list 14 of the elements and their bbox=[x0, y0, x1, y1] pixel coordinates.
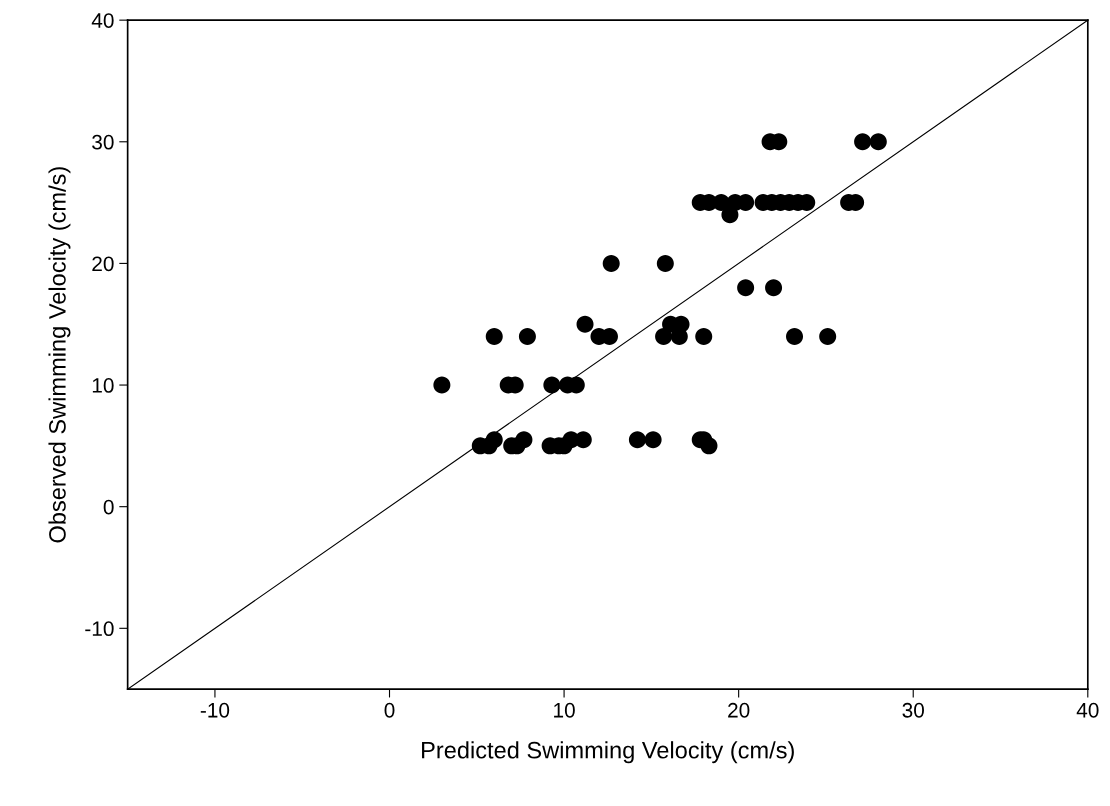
x-tick-label: 40 bbox=[1076, 702, 1099, 718]
x-tick-label: 10 bbox=[554, 702, 575, 718]
y-tick-label: 30 bbox=[92, 134, 114, 150]
y-tick-label: 20 bbox=[92, 256, 114, 272]
x-tick-label: 20 bbox=[728, 702, 750, 718]
x-tick-label: 30 bbox=[902, 702, 924, 718]
x-tick-label: -10 bbox=[200, 702, 230, 718]
y-tick-label: -10 bbox=[85, 621, 114, 637]
x-tick-label: 0 bbox=[384, 702, 395, 718]
y-tick-label: 10 bbox=[92, 378, 114, 393]
y-axis-title: Observed Swimming Velocity (cm/s) bbox=[48, 167, 71, 543]
x-axis-title: Predicted Swimming Velocity (cm/s) bbox=[422, 741, 794, 764]
y-tick-label: 40 bbox=[91, 13, 114, 28]
y-tick-label: 0 bbox=[103, 499, 114, 515]
